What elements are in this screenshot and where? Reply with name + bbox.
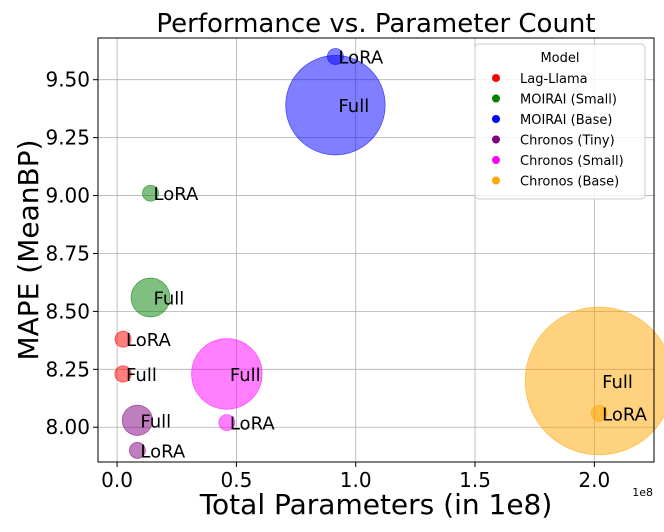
point-label: LoRA — [230, 414, 276, 435]
bubble-lag-llama-full — [114, 365, 132, 383]
legend-marker — [492, 115, 500, 123]
y-tick-label: 9.00 — [45, 184, 90, 208]
bubble-chronos-small-full — [191, 338, 263, 410]
plot-frame — [97, 37, 655, 463]
legend-entries: Lag-Llama MOIRAI (Small) MOIRAI (Base) Chro… — [492, 72, 624, 190]
bubble-moirai-small-lora — [142, 184, 159, 202]
point-label: Full — [126, 365, 157, 386]
bubble-chronos-base-full — [524, 306, 664, 456]
point-label: Full — [140, 411, 171, 432]
legend-marker — [492, 135, 500, 144]
point-labels: Full Full Full Full Full Full LoRA LoRA LoRA LoRA… — [126, 48, 648, 463]
y-tick-label: 8.00 — [45, 415, 90, 439]
legend-frame — [474, 43, 646, 200]
chart-title: Performance vs. Parameter Count — [156, 9, 595, 39]
legend-marker — [492, 94, 500, 103]
bubble-moirai-base-full — [285, 55, 386, 156]
bubble-chronos-small-lora — [218, 414, 236, 432]
bubbles — [114, 48, 664, 459]
x-tick-label: 2.0 — [578, 468, 610, 492]
point-label: LoRA — [140, 441, 186, 462]
legend-label: MOIRAI (Base) — [520, 113, 612, 128]
legend-marker — [492, 74, 500, 82]
bubble-chronos-base-lora — [590, 404, 608, 422]
point-label: LoRA — [153, 184, 199, 205]
legend-label: Lag-Llama — [520, 72, 588, 87]
bubble-lag-llama-lora — [114, 330, 132, 348]
point-label: LoRA — [602, 404, 648, 425]
legend-label: Chronos (Base) — [520, 175, 619, 190]
point-label: Full — [338, 96, 369, 117]
legend-marker — [492, 176, 500, 185]
bubble-moirai-small-full — [130, 277, 171, 318]
legend: Model Lag-Llama MOIRAI (Small) MOIRAI (Bas… — [474, 43, 646, 200]
legend-marker — [492, 156, 500, 164]
x-axis-ticks: 0.0 0.5 1.0 1.5 2.0 — [101, 462, 610, 492]
x-tick-label: 1.0 — [340, 468, 372, 492]
point-label: Full — [153, 288, 184, 309]
x-tick-label: 0.0 — [101, 468, 133, 492]
bubble-chronos-tiny-full — [121, 404, 153, 436]
x-axis-label: Total Parameters (in 1e8) — [199, 488, 553, 521]
point-label: LoRA — [338, 48, 384, 69]
point-label: Full — [602, 372, 633, 393]
y-tick-label: 9.25 — [45, 126, 90, 150]
y-axis-ticks: 8.00 8.25 8.50 8.75 9.00 9.25 9.50 — [45, 68, 98, 439]
legend-title: Model — [540, 51, 579, 66]
bubble-chronos-tiny-lora — [128, 442, 146, 459]
y-tick-label: 8.75 — [45, 241, 90, 265]
x-tick-label: 0.5 — [220, 468, 252, 492]
legend-label: MOIRAI (Small) — [520, 93, 617, 108]
bubble-moirai-base-lora — [327, 48, 344, 65]
y-tick-label: 8.50 — [45, 299, 90, 323]
legend-label: Chronos (Tiny) — [520, 134, 615, 149]
point-label: LoRA — [126, 330, 172, 351]
point-label: Full — [230, 365, 261, 386]
y-tick-label: 9.50 — [45, 68, 90, 92]
x-tick-label: 1.5 — [459, 468, 491, 492]
y-tick-label: 8.25 — [45, 357, 90, 381]
y-axis-label: MAPE (MeanBP) — [12, 139, 45, 360]
x-axis-offset-label: 1e8 — [632, 486, 653, 499]
legend-label: Chronos (Small) — [520, 154, 624, 169]
